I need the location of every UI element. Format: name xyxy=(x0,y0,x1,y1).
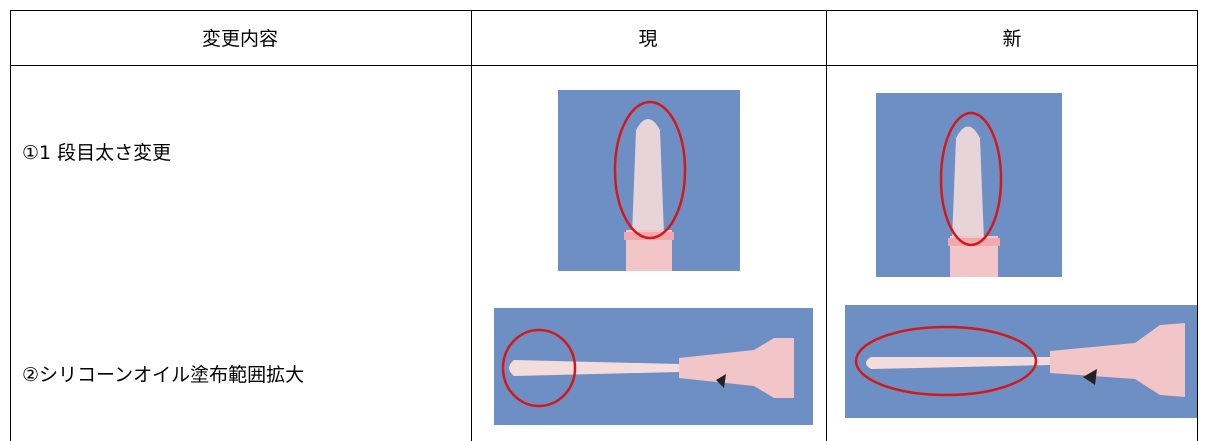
header-cell: 変更内容 xyxy=(201,28,279,50)
header-cell: 現 xyxy=(638,28,658,50)
border-top xyxy=(10,10,1198,11)
border-col xyxy=(471,10,472,441)
border-col xyxy=(826,10,827,441)
row-label: ①1 段目太さ変更 xyxy=(22,142,172,164)
photo xyxy=(845,305,1197,418)
border-right xyxy=(1197,10,1198,441)
border-header xyxy=(10,65,1198,66)
border-left xyxy=(10,10,11,441)
photo xyxy=(558,90,740,271)
photo xyxy=(876,93,1062,277)
row-label: ②シリコーンオイル塗布範囲拡大 xyxy=(22,364,305,386)
header-cell: 新 xyxy=(1002,28,1022,50)
photo xyxy=(494,308,813,425)
